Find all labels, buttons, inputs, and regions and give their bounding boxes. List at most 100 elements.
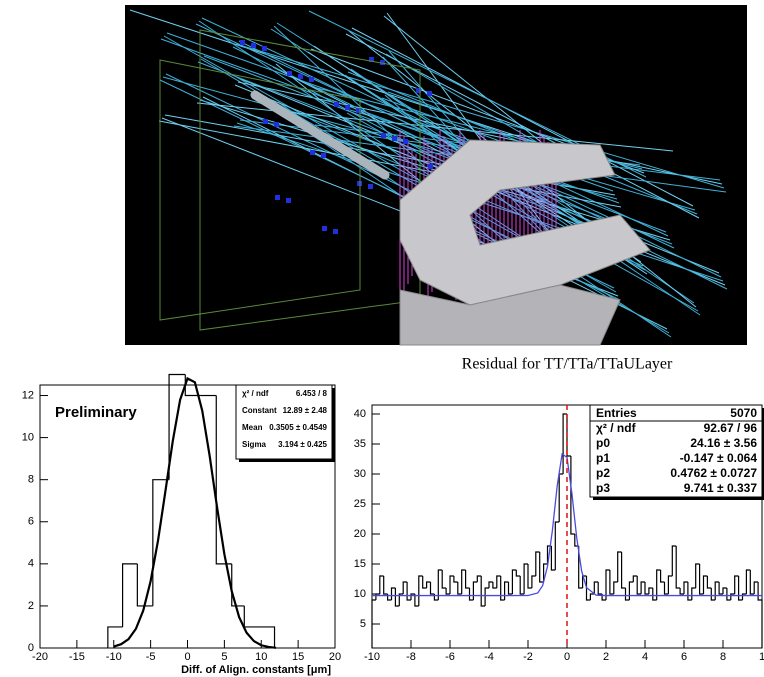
stats-label: p2: [596, 466, 610, 480]
hit-cluster: [287, 71, 292, 76]
x-tick-label: 15: [292, 651, 304, 663]
histogram-bin: [371, 599, 376, 648]
hit-cluster: [262, 46, 267, 51]
histogram-bin: [667, 575, 673, 594]
histogram-bin: [585, 576, 591, 601]
y-tick-label: 5: [360, 618, 366, 630]
track: [351, 27, 694, 207]
hit-cluster: [380, 60, 385, 65]
stats-value: 6.453 / 8: [296, 389, 328, 398]
histogram-bin: [687, 582, 692, 601]
y-tick-label: 20: [354, 528, 366, 540]
histogram-bin: [488, 581, 493, 588]
stats-label: p3: [596, 481, 610, 495]
histogram-bin: [624, 588, 630, 601]
hit-cluster: [309, 77, 314, 82]
histogram-bin: [640, 581, 645, 594]
x-axis-label: Diff. of Align. constants [μm]: [181, 664, 331, 676]
stats-label: Mean: [242, 423, 263, 432]
y-tick-label: 6: [28, 516, 34, 528]
hit-cluster: [263, 119, 268, 124]
y-tick-label: 2: [28, 600, 34, 612]
histogram-chart: Residual for TT/TTa/TTaULayer51015202530…: [354, 356, 764, 663]
stats-value: 92.67 / 96: [704, 421, 758, 435]
hit-cluster: [251, 43, 256, 48]
annotation: Preliminary: [55, 404, 137, 421]
histogram-bin: [550, 546, 556, 571]
histogram-bin: [753, 581, 759, 594]
hit-cluster: [286, 198, 291, 203]
histogram-bin: [465, 570, 470, 589]
histogram-bin: [531, 575, 536, 588]
hit-cluster: [333, 229, 338, 234]
event-display: [125, 5, 747, 346]
histogram-bin: [136, 563, 153, 607]
hit-cluster: [310, 150, 315, 155]
histogram-bin: [554, 521, 560, 570]
track: [129, 9, 561, 151]
hit-cluster: [428, 164, 433, 169]
x-tick-label: -20: [32, 651, 48, 663]
x-tick-label: -6: [445, 651, 455, 663]
histogram-bin: [410, 593, 415, 600]
chart-title: Residual for TT/TTa/TTaULayer: [462, 356, 673, 373]
hit-cluster: [345, 105, 350, 110]
x-tick-label: 0: [184, 651, 190, 663]
stats-value: 0.4762 ± 0.0727: [670, 466, 757, 480]
histogram-bin: [375, 593, 380, 600]
y-tick-label: 10: [22, 432, 34, 444]
histogram-bin: [605, 569, 610, 600]
histogram-bin: [243, 605, 276, 648]
fit-curve: [372, 452, 762, 597]
y-tick-label: 4: [28, 558, 34, 570]
hit-cluster: [240, 40, 245, 45]
histogram-bin: [628, 581, 634, 600]
histogram-bin: [663, 582, 669, 595]
histogram-bin: [636, 576, 642, 595]
stats-label: Entries: [596, 406, 637, 420]
hit-cluster: [369, 57, 374, 62]
hit-cluster: [416, 88, 421, 93]
histogram-bin: [504, 581, 509, 600]
stats-value: 9.741 ± 0.337: [684, 481, 758, 495]
histogram-bin: [609, 570, 614, 595]
x-tick-label: -4: [484, 651, 494, 663]
y-tick-label: 8: [28, 474, 34, 486]
histogram-bin: [656, 569, 661, 600]
histogram-bin: [515, 570, 521, 577]
histogram-bin: [734, 575, 739, 594]
x-tick-label: 10: [255, 651, 267, 663]
histogram-bin: [578, 546, 583, 589]
histogram-bin: [511, 569, 517, 594]
track: [195, 23, 675, 249]
stats-value: -0.147 ± 0.064: [680, 451, 758, 465]
histogram-bin: [122, 563, 138, 627]
histogram-bin: [699, 564, 704, 595]
fit-curve: [113, 376, 277, 649]
beam-pipe: [250, 90, 390, 180]
magnet: [399, 139, 651, 306]
histogram-bin: [496, 575, 501, 588]
x-tick-label: 2: [603, 651, 609, 663]
hit-cluster: [356, 108, 361, 113]
hit-cluster: [403, 139, 408, 144]
hit-cluster: [321, 153, 326, 158]
track: [345, 33, 700, 219]
histogram-bin: [617, 551, 622, 582]
histogram-bin: [472, 581, 478, 600]
histogram-bin: [632, 575, 638, 582]
histogram-bin: [749, 570, 755, 595]
stats-box: [235, 384, 333, 460]
detector-plane: [159, 59, 361, 321]
x-tick-label: -10: [106, 651, 122, 663]
histogram-bin: [652, 588, 657, 601]
histogram-bin: [414, 594, 419, 607]
histogram-bin: [543, 563, 548, 582]
histogram-bin: [589, 593, 595, 600]
histogram-bin: [379, 575, 384, 594]
x-tick-label: 20: [329, 651, 341, 663]
histogram-bin: [644, 582, 649, 595]
